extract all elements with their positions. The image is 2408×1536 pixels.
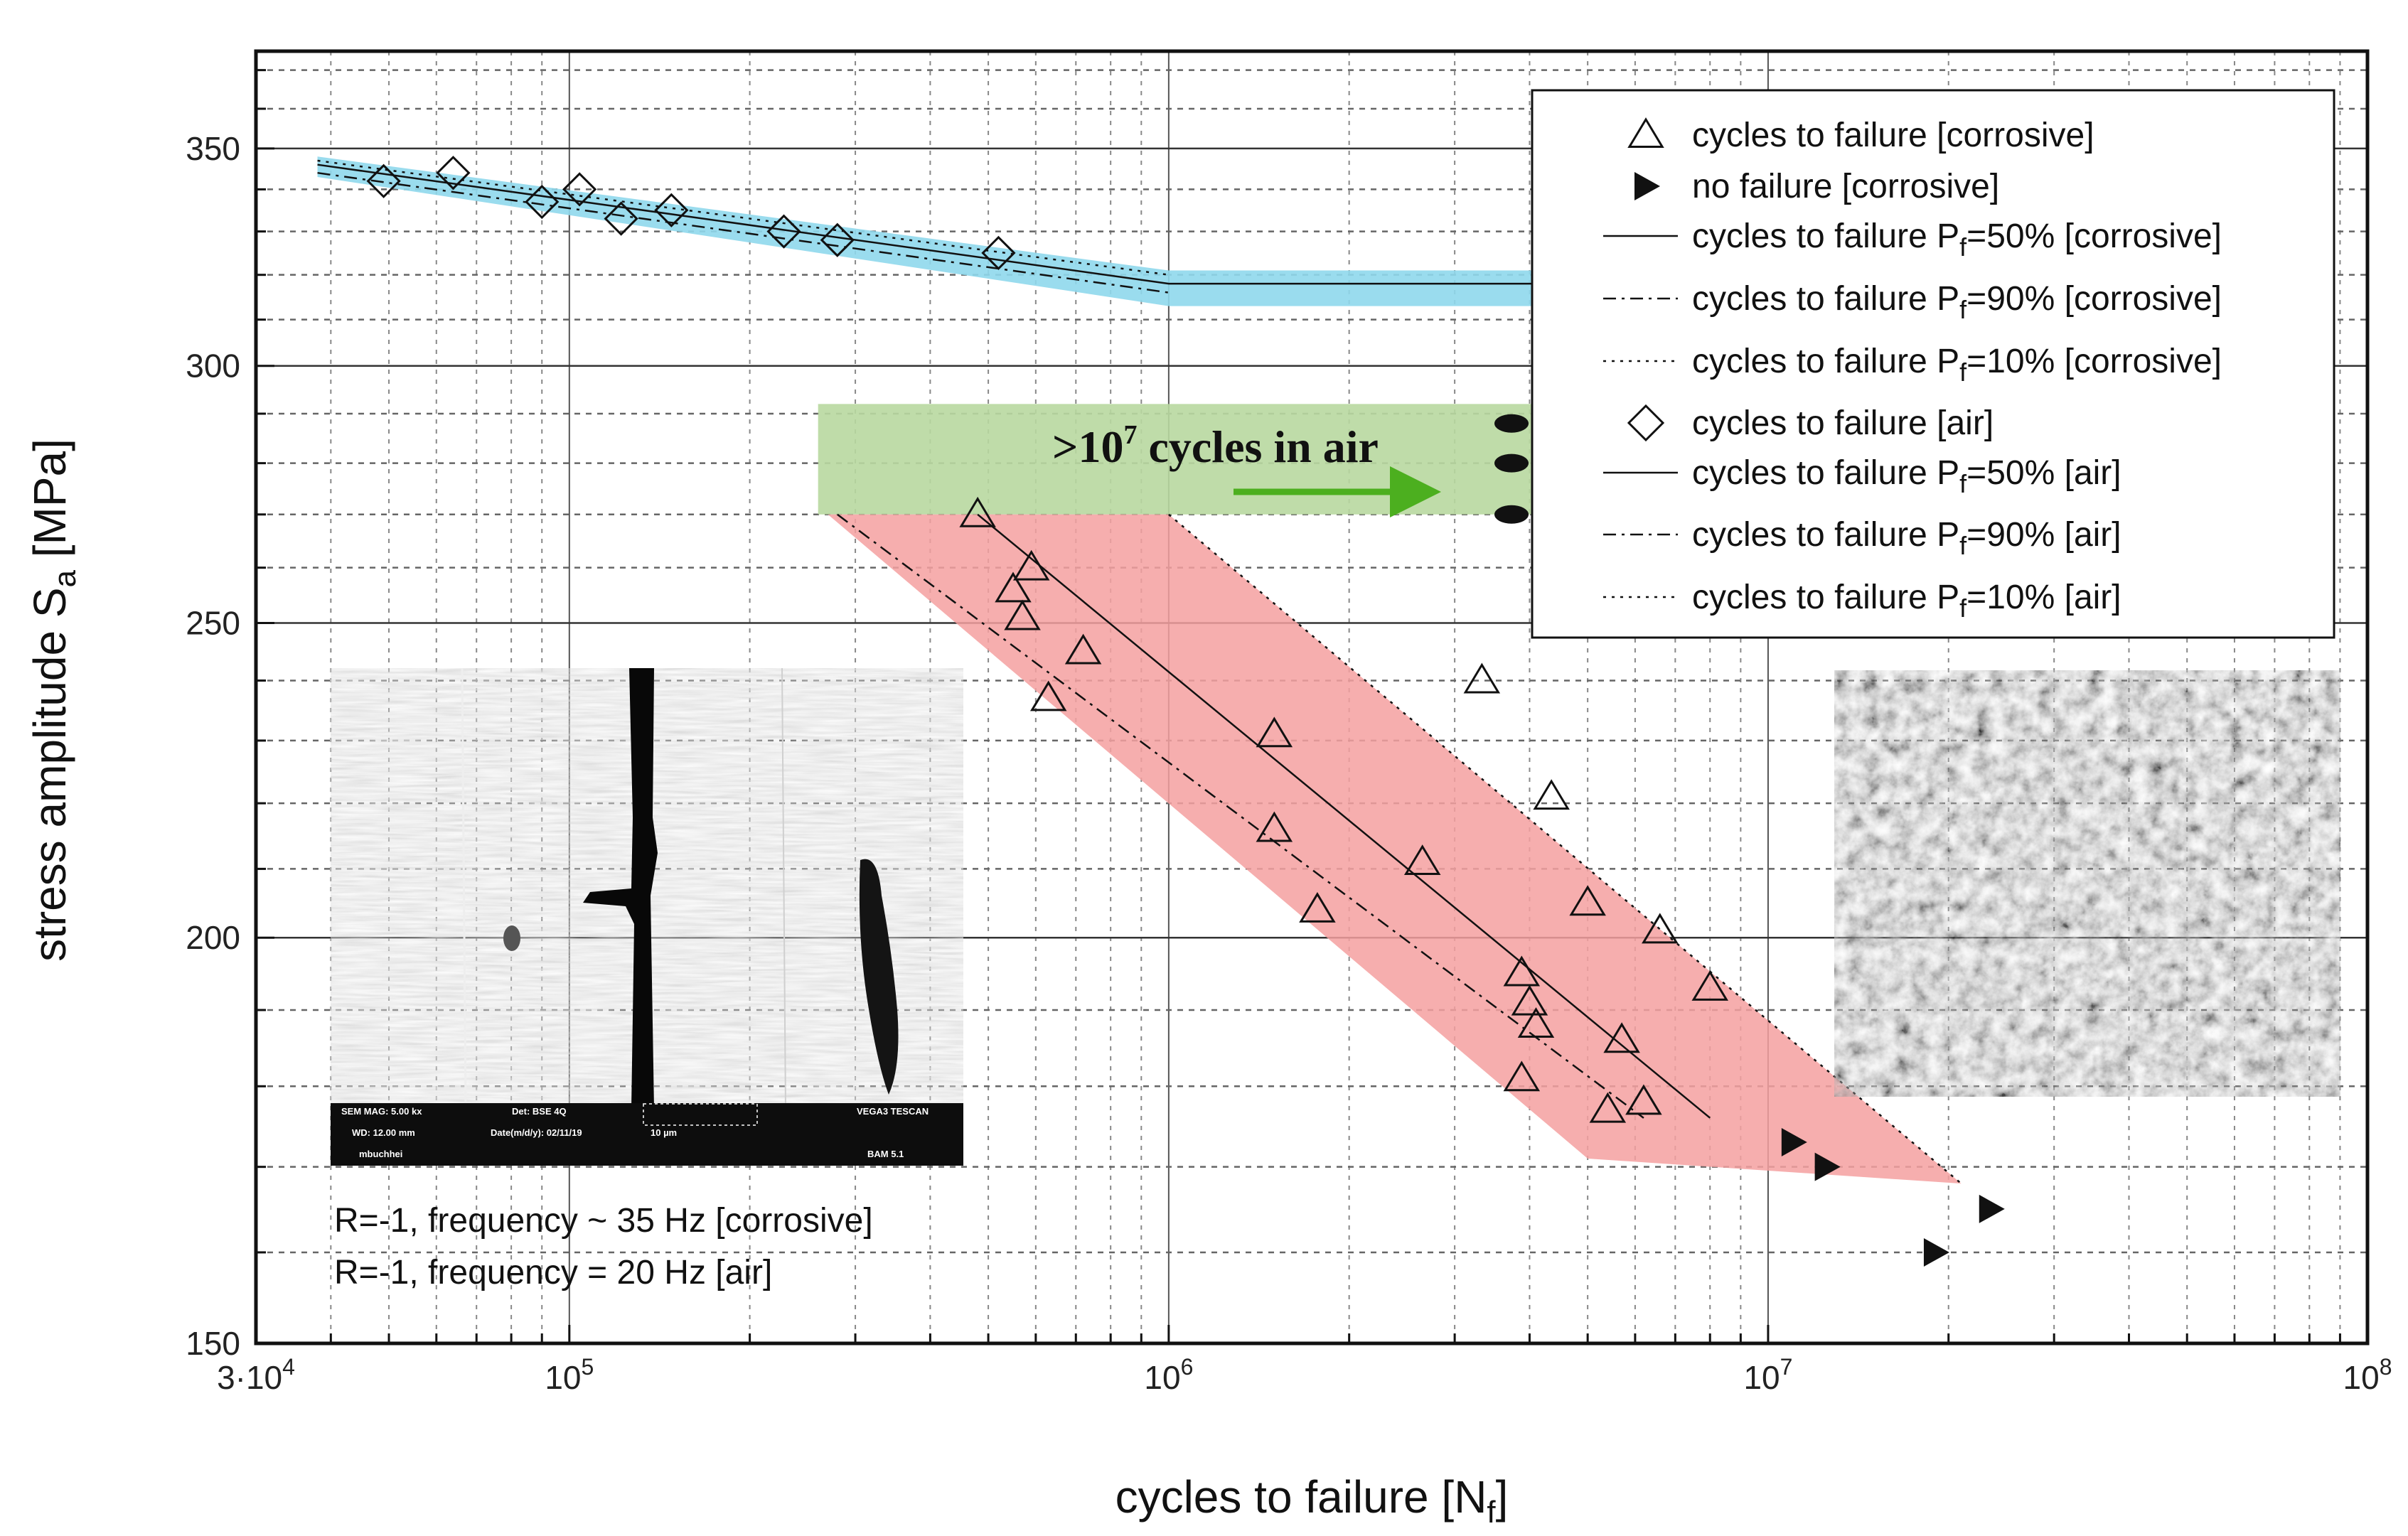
- x-tick-label: 108: [2343, 1354, 2392, 1396]
- y-tick-label: 250: [186, 604, 240, 641]
- y-tick-label: 300: [186, 348, 240, 385]
- corrosive-failure-point: [1503, 955, 1541, 987]
- axis-ticks: 3·104 105 106 107 108 150 200 250 300 350: [186, 69, 2392, 1396]
- fit-line: [317, 171, 1170, 294]
- legend-label: no failure [corrosive]: [1692, 168, 1999, 205]
- sem-user: mbuchhei: [359, 1149, 402, 1159]
- legend-label: cycles to failure [corrosive]: [1692, 117, 2094, 154]
- note-corrosive: R=-1, frequency ~ 35 Hz [corrosive]: [334, 1202, 873, 1240]
- fit-line: [317, 163, 1548, 285]
- corrosive-failure-point: [1004, 599, 1041, 630]
- corrosive-failure-point: [1029, 680, 1067, 711]
- air-failure-point: [766, 214, 801, 249]
- data-points: [366, 156, 2005, 1267]
- sem-scale: 10 µm: [651, 1127, 677, 1138]
- corrosive-failure-point: [1642, 913, 1679, 944]
- corrosive-failure-point: [1256, 716, 1293, 748]
- fit-lines: [317, 159, 1962, 1185]
- corrosive-failure-point: [1463, 662, 1501, 694]
- sem-image-fracture-surface: [1834, 670, 2340, 1097]
- fit-line: [1168, 513, 1962, 1185]
- x-tick-label: 105: [545, 1354, 594, 1396]
- sem-image-crack: SEM MAG: 5.00 kx Det: BSE 4Q VEGA3 TESCA…: [331, 667, 963, 1166]
- corrosive-failure-point: [1589, 1092, 1627, 1123]
- legend-triangle-marker: [1627, 117, 1664, 148]
- legend-label: cycles to failure Pf=50% [corrosive]: [1692, 217, 2222, 262]
- corrosive-failure-point: [1517, 1007, 1555, 1038]
- x-tick-label: 107: [1743, 1354, 1792, 1396]
- x-tick-label: 3·104: [217, 1354, 295, 1396]
- corrosive-failure-point: [1569, 885, 1606, 916]
- corrosive-failure-point: [1603, 1022, 1640, 1053]
- corrosive-scatter-band: [828, 514, 1962, 1184]
- air-failure-point: [820, 222, 855, 257]
- air-runout-point: [1494, 453, 1529, 473]
- sem-wd: WD: 12.00 mm: [352, 1127, 415, 1138]
- corrosive-runout-point: [1923, 1237, 1949, 1267]
- corrosive-failure-point: [1064, 633, 1102, 665]
- legend-label: cycles to failure Pf=50% [air]: [1692, 454, 2121, 498]
- corrosive-failure-point: [959, 496, 996, 527]
- legend-label: cycles to failure Pf=10% [air]: [1692, 579, 2121, 623]
- air-runout-point: [1494, 505, 1529, 524]
- air-failure-point: [604, 201, 638, 236]
- fit-line: [837, 513, 1644, 1119]
- corrosive-failure-point: [1533, 779, 1570, 810]
- x-axis-title: cycles to failure [Nf]: [1115, 1471, 1509, 1530]
- corrosive-runout-point: [1979, 1194, 2005, 1223]
- legend-label: cycles to failure Pf=90% [air]: [1692, 516, 2121, 560]
- legend-label: cycles to failure [air]: [1692, 404, 1994, 442]
- air-failure-point: [981, 235, 1016, 271]
- legend-diamond-marker: [1627, 404, 1665, 442]
- sem-det: Det: BSE 4Q: [512, 1106, 567, 1117]
- legend-label: cycles to failure Pf=10% [corrosive]: [1692, 343, 2222, 387]
- sem-mag: SEM MAG: 5.00 kx: [341, 1106, 422, 1117]
- fit-line: [977, 513, 1711, 1119]
- corrosive-failure-point: [1503, 1060, 1541, 1092]
- air-scatter-band: [317, 156, 1548, 306]
- corrosive-failure-point: [1403, 844, 1441, 875]
- corrosive-failure-point: [1511, 984, 1548, 1016]
- corrosive-failure-point: [1012, 549, 1050, 581]
- sem-brand: VEGA3 TESCAN: [857, 1106, 929, 1117]
- corrosive-failure-point: [1625, 1084, 1662, 1115]
- air-failure-point: [654, 193, 689, 227]
- corrosive-failure-point: [1691, 970, 1728, 1001]
- plot-frame: [254, 49, 2370, 1346]
- legend-box: [1531, 89, 2335, 639]
- corrosive-failure-point: [1299, 892, 1336, 923]
- corrosive-runout-point: [1814, 1152, 1841, 1181]
- sem-date: Date(m/d/y): 02/11/19: [491, 1127, 582, 1138]
- air-runout-point: [1494, 414, 1529, 433]
- air-failure-point: [562, 172, 597, 207]
- legend-label: cycles to failure Pf=90% [corrosive]: [1692, 280, 2222, 324]
- corrosive-runout-point: [1781, 1127, 1807, 1156]
- legend: cycles to failure [corrosive] no failure …: [1531, 89, 2335, 639]
- air-failure-point: [436, 156, 471, 190]
- legend-runout-marker: [1634, 172, 1660, 200]
- y-axis-title: stress amplitude Sa [MPa]: [24, 439, 82, 962]
- y-tick-label: 150: [186, 1325, 240, 1362]
- air-failure-point: [366, 163, 401, 198]
- y-tick-label: 200: [186, 919, 240, 956]
- sem-lab: BAM 5.1: [867, 1149, 904, 1159]
- air-runout-label: >107 cycles in air: [1052, 420, 1379, 472]
- corrosive-failure-point: [995, 571, 1032, 603]
- note-air: R=-1, frequency = 20 Hz [air]: [334, 1254, 772, 1291]
- air-failure-point: [525, 184, 560, 220]
- corrosive-failure-point: [1256, 811, 1293, 842]
- x-tick-label: 106: [1144, 1354, 1193, 1396]
- y-tick-label: 350: [186, 130, 240, 167]
